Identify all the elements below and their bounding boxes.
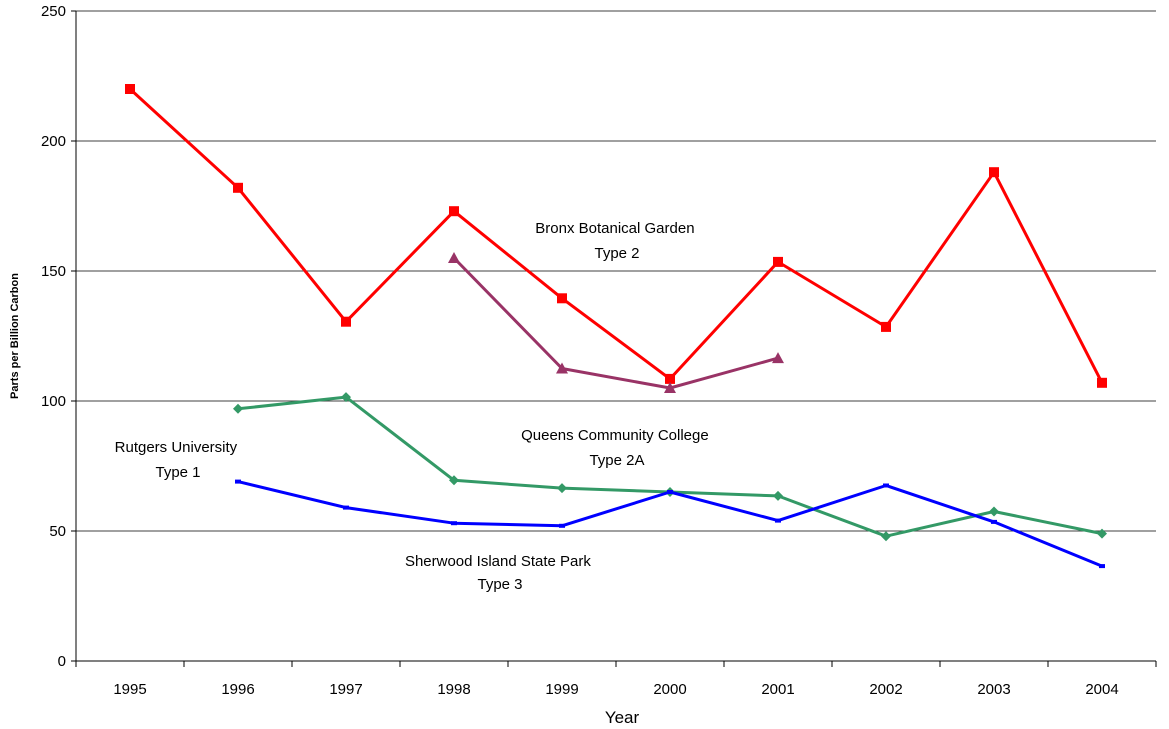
series-3	[235, 479, 1105, 569]
annotation-sherwood-line-1: Sherwood Island State Park	[405, 553, 591, 570]
data-point	[451, 521, 457, 526]
data-point	[665, 373, 675, 384]
x-axis-title: Year	[605, 708, 640, 727]
x-tick-label: 1996	[221, 681, 254, 698]
series-0	[125, 84, 1107, 388]
gridlines	[76, 10, 1156, 532]
data-point	[449, 475, 459, 486]
data-point	[881, 321, 891, 332]
y-tick-label: 250	[41, 3, 66, 20]
data-point	[233, 182, 243, 193]
annotation-bronx-line-1: Bronx Botanical Garden	[535, 220, 694, 237]
annotation-queens-line-1: Queens Community College	[521, 427, 709, 444]
data-point	[667, 490, 673, 494]
data-point	[557, 293, 567, 304]
annotation-sherwood-line-2: Type 3	[477, 576, 522, 593]
annotation-bronx-line-2: Type 2	[594, 245, 639, 262]
y-tick-label: 150	[41, 263, 66, 280]
data-point	[341, 316, 351, 327]
y-axis-ticks: 0 50 100 150 200 250	[41, 3, 76, 670]
data-point	[557, 483, 567, 494]
annotation-queens: Queens Community College Type 2A	[521, 427, 713, 469]
y-axis-title: Parts per Billion Carbon	[9, 273, 21, 399]
data-point	[235, 479, 241, 484]
x-axis-ticks: 1995 1996 1997 1998 1999 2000 2001 2002 2003 2004	[75, 661, 1157, 698]
x-tick-label: 1995	[113, 681, 146, 698]
series-line-0	[128, 87, 1104, 384]
x-tick-label: 1999	[545, 681, 578, 698]
annotation-rutgers-line-2: Type 1	[155, 464, 200, 481]
y-tick-label: 50	[49, 523, 66, 540]
x-tick-label: 1998	[437, 681, 470, 698]
series-line-1	[452, 256, 779, 390]
data-point	[448, 252, 460, 263]
data-point	[775, 518, 781, 523]
data-point	[233, 403, 243, 414]
annotation-rutgers-line-1: Rutgers University	[115, 439, 238, 456]
series-layer	[125, 84, 1107, 569]
data-point	[664, 382, 676, 393]
data-point	[556, 362, 568, 374]
annotation-sherwood: Sherwood Island State Park Type 3	[405, 553, 595, 593]
series-2	[233, 392, 1107, 542]
y-tick-label: 100	[41, 393, 66, 410]
annotation-bronx: Bronx Botanical Garden Type 2	[535, 220, 698, 262]
data-point	[341, 392, 351, 403]
data-point	[449, 206, 459, 217]
data-point	[989, 167, 999, 178]
data-point	[125, 84, 135, 94]
data-point	[881, 531, 891, 542]
series-1	[448, 252, 784, 393]
data-point	[1097, 377, 1107, 388]
data-point	[989, 506, 999, 517]
x-tick-label: 2002	[869, 681, 902, 698]
data-point	[559, 523, 565, 528]
data-point	[883, 483, 889, 488]
data-point	[773, 490, 783, 501]
data-point	[773, 256, 783, 267]
annotation-rutgers: Rutgers University Type 1	[115, 439, 242, 481]
x-tick-label: 2001	[761, 681, 794, 698]
data-point	[1097, 528, 1107, 539]
data-point	[1099, 564, 1105, 569]
x-tick-label: 1997	[329, 681, 362, 698]
y-tick-label: 0	[58, 653, 66, 670]
x-tick-label: 2004	[1085, 681, 1118, 698]
annotation-queens-line-2: Type 2A	[589, 452, 644, 469]
data-point	[772, 352, 784, 364]
data-point	[991, 519, 997, 524]
data-point	[343, 505, 349, 510]
x-tick-label: 2000	[653, 681, 686, 698]
x-tick-label: 2003	[977, 681, 1010, 698]
y-tick-label: 200	[41, 133, 66, 150]
